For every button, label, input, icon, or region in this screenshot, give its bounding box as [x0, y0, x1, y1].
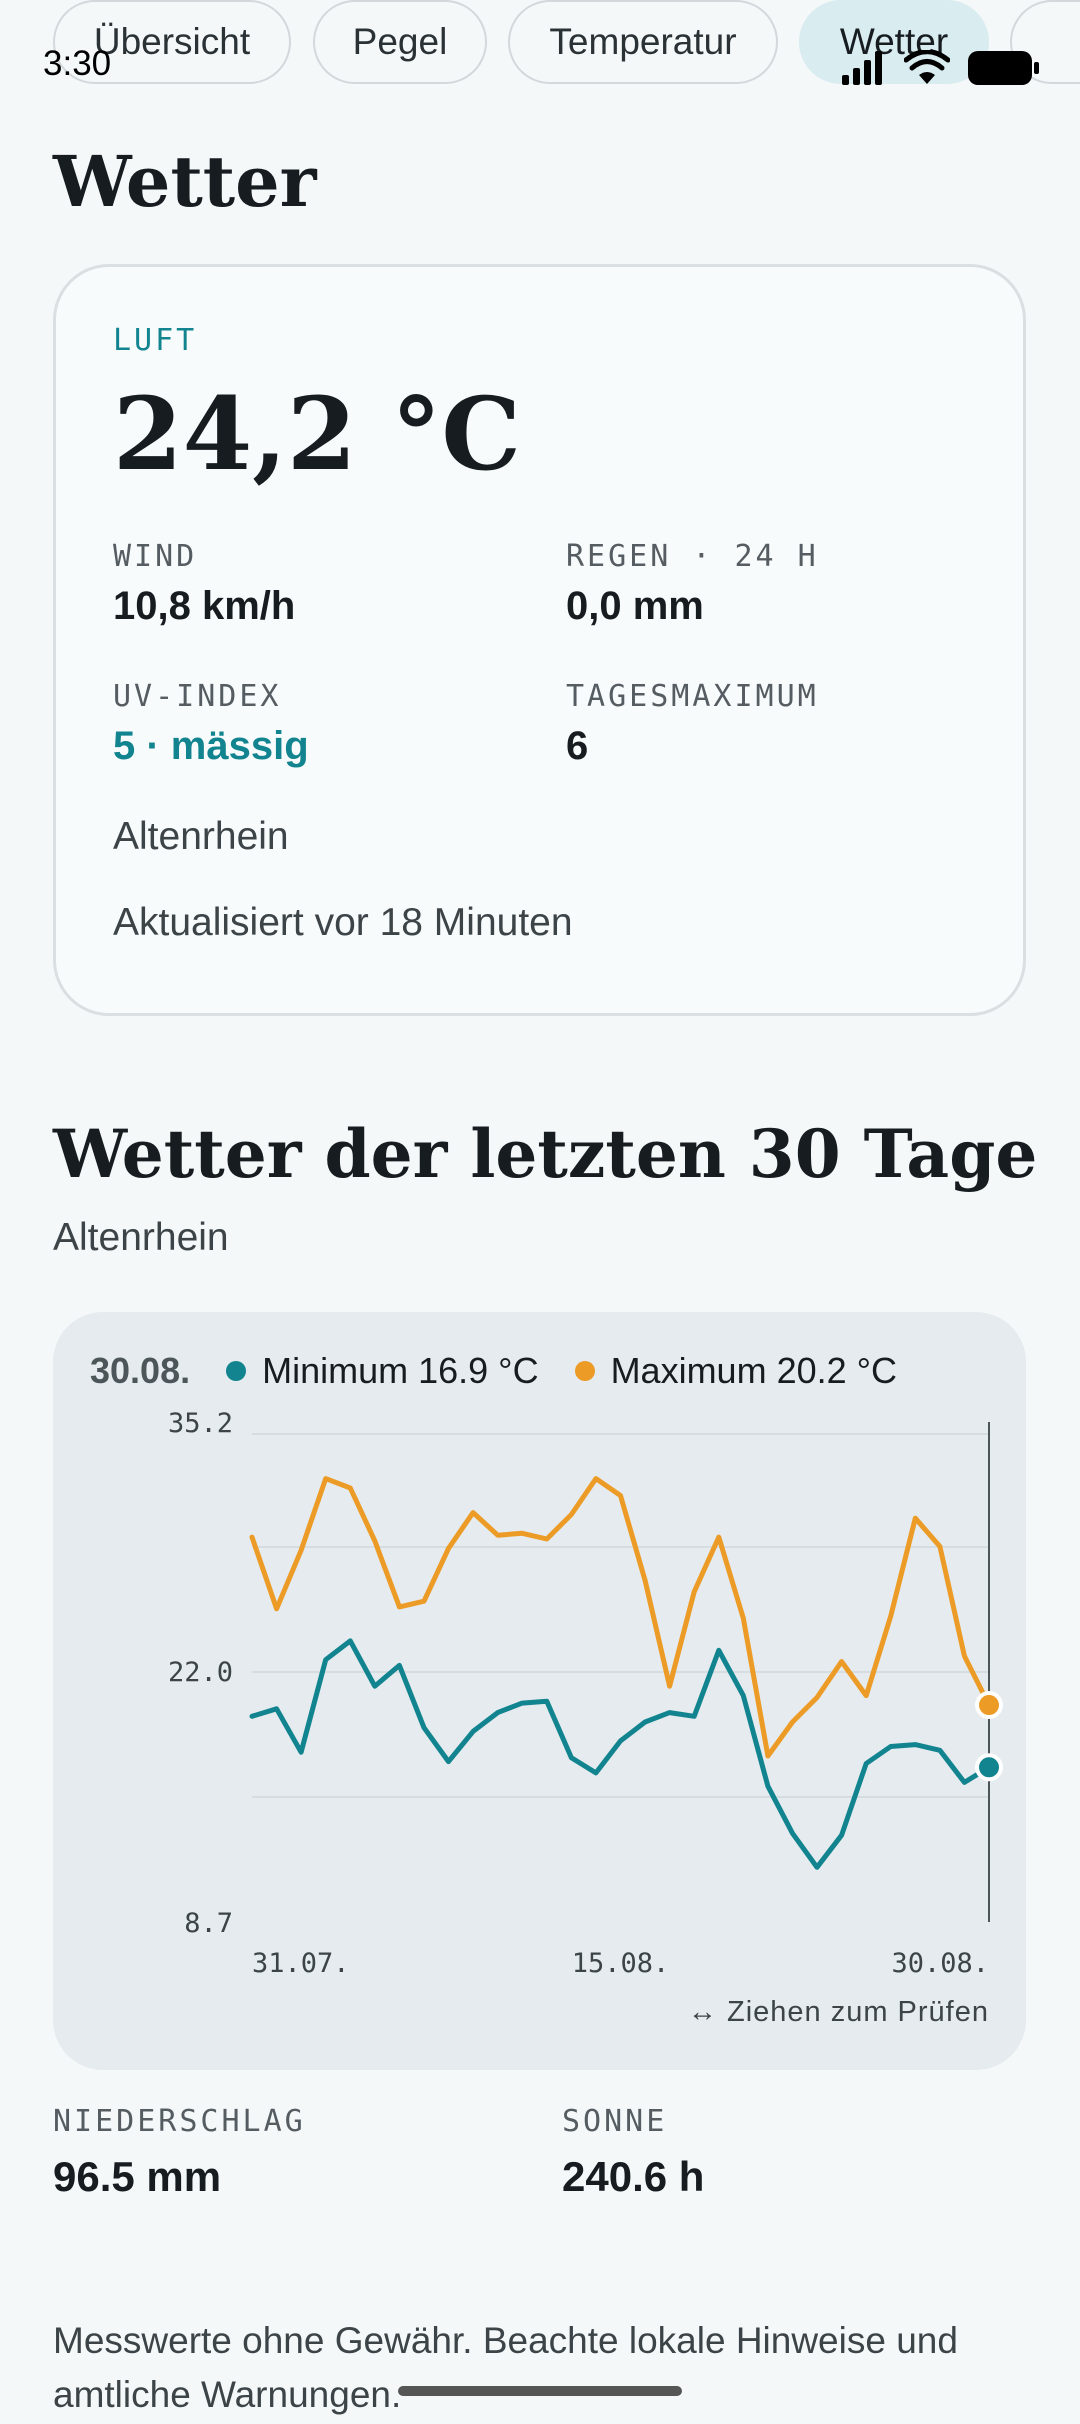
- selected-point-maximum: [975, 1691, 1003, 1720]
- wind-stat: WIND 10,8 km/h: [113, 539, 295, 629]
- disclaimer: Messwerte ohne Gewähr. Beachte lokale Hi…: [53, 2320, 958, 2415]
- daymax-stat: TAGESMAXIMUM 6: [566, 679, 819, 769]
- precip-label: NIEDERSCHLAG: [53, 2104, 306, 2139]
- tab-uebersicht[interactable]: Übersicht: [53, 0, 291, 84]
- chart-legend: 30.08. Minimum 16.9 °C Maximum 20.2 °C: [90, 1350, 933, 1392]
- selected-point-minimum: [975, 1753, 1003, 1782]
- daymax-label: TAGESMAXIMUM: [566, 679, 819, 714]
- legend-minimum: Minimum 16.9 °C: [226, 1350, 539, 1392]
- weather-chart-card[interactable]: 30.08. Minimum 16.9 °C Maximum 20.2 °C 3…: [53, 1312, 1026, 2070]
- tab-pegel[interactable]: Pegel: [313, 0, 487, 84]
- uv-stat: UV-INDEX 5 · mässig: [113, 679, 309, 769]
- battery-icon: [968, 51, 1039, 85]
- page-title: Wetter: [53, 140, 317, 223]
- weather-line-chart[interactable]: 35.2 22.0 8.7 31.07. 15.08. 30.08.: [53, 1312, 1026, 2070]
- tab-bar: Übersicht Pegel Temperatur Wetter: [53, 0, 1080, 84]
- legend-min-dot: [226, 1361, 247, 1381]
- series-line-minimum: [249, 1638, 992, 1870]
- current-weather-card: LUFT 24,2 °C WIND 10,8 km/h REGEN · 24 H…: [53, 264, 1026, 1016]
- uv-label: UV-INDEX: [113, 679, 282, 714]
- wind-label: WIND: [113, 539, 198, 574]
- tab-temperatur[interactable]: Temperatur: [508, 0, 778, 84]
- rain-label: REGEN · 24 H: [566, 539, 819, 574]
- x-tick-label: 30.08.: [891, 1948, 989, 1979]
- rain-stat: REGEN · 24 H 0,0 mm: [566, 539, 819, 629]
- x-tick-label: 15.08.: [572, 1948, 670, 1979]
- wifi-icon: [904, 50, 950, 84]
- precipitation-stat: NIEDERSCHLAG 96.5 mm: [53, 2104, 306, 2201]
- sunshine-stat: SONNE 240.6 h: [562, 2104, 704, 2201]
- history-title: Wetter der letzten 30 Tage: [53, 1115, 1038, 1193]
- status-icons: [842, 50, 1040, 86]
- air-label: LUFT: [113, 323, 198, 358]
- drag-hint: ↔ Ziehen zum Prüfen: [687, 1996, 989, 2028]
- series-line-maximum: [249, 1476, 992, 1759]
- y-tick-label: 22.0: [168, 1657, 233, 1688]
- uv-value: 5 · mässig: [113, 724, 309, 768]
- history-location: Altenrhein: [53, 1216, 229, 1259]
- sun-value: 240.6 h: [562, 2153, 705, 2200]
- signal-icon: [842, 51, 882, 85]
- legend-max-label: Maximum 20.2 °C: [610, 1350, 898, 1391]
- legend-max-dot: [574, 1361, 595, 1381]
- y-tick-label: 35.2: [168, 1408, 233, 1439]
- sun-label: SONNE: [562, 2104, 668, 2139]
- legend-min-label: Minimum 16.9 °C: [262, 1350, 539, 1391]
- current-location: Altenrhein: [113, 815, 289, 858]
- precip-value: 96.5 mm: [53, 2153, 222, 2200]
- wind-value: 10,8 km/h: [113, 584, 296, 628]
- y-tick-label: 8.7: [184, 1908, 233, 1939]
- home-indicator[interactable]: [398, 2386, 682, 2396]
- updated-text: Aktualisiert vor 18 Minuten: [113, 901, 573, 944]
- legend-maximum: Maximum 20.2 °C: [574, 1350, 898, 1392]
- selected-date: 30.08.: [90, 1350, 191, 1391]
- daymax-value: 6: [566, 724, 589, 768]
- tab-wetter[interactable]: Wetter: [799, 0, 989, 84]
- status-time: 3:30: [43, 44, 112, 83]
- air-temperature: 24,2 °C: [113, 375, 521, 493]
- x-tick-label: 31.07.: [252, 1948, 350, 1979]
- rain-value: 0,0 mm: [566, 584, 704, 628]
